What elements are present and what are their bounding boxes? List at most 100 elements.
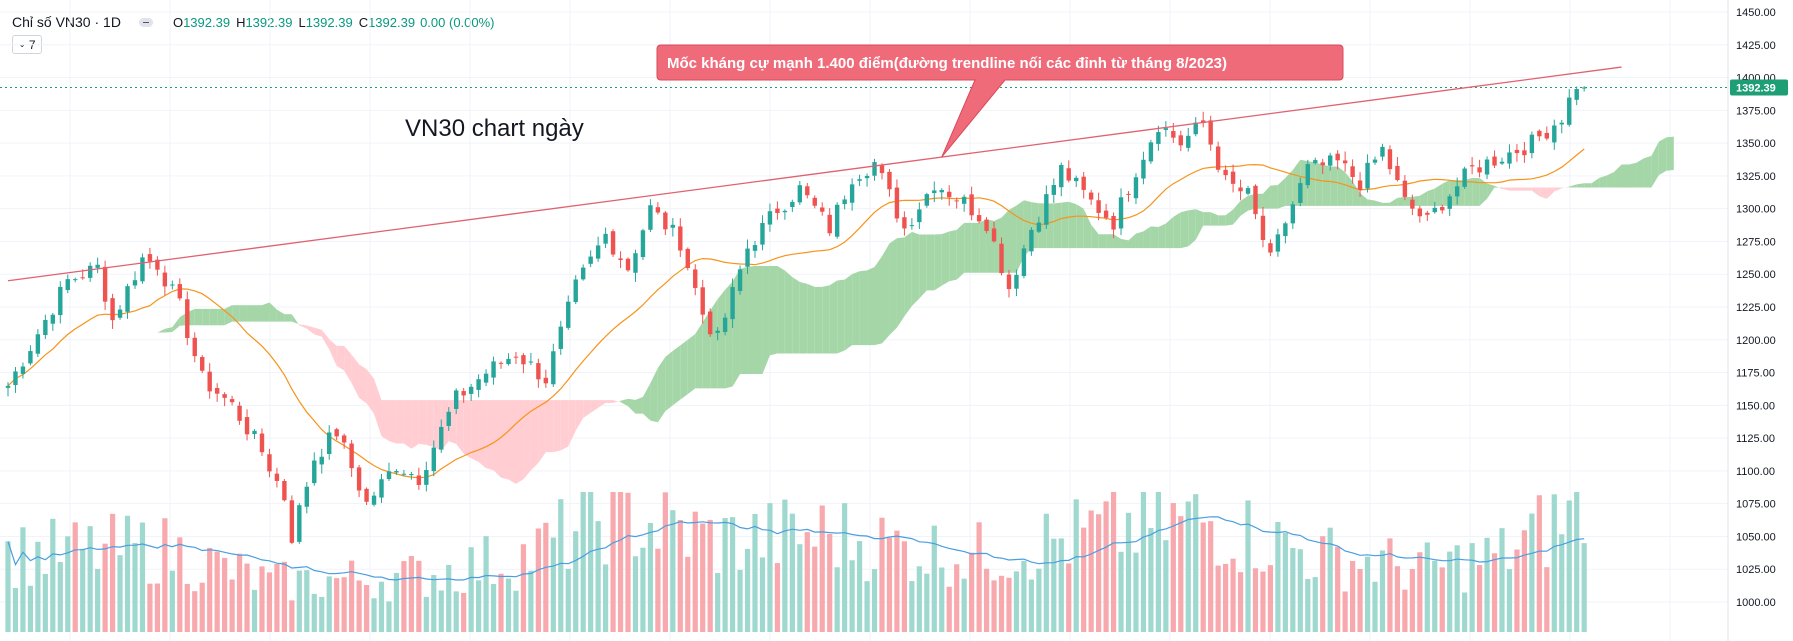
volume-bar	[505, 578, 512, 632]
open-value: 1392.39	[183, 14, 231, 30]
volume-bar	[20, 527, 26, 632]
volume-bar	[1529, 513, 1535, 632]
candle-body	[1163, 128, 1169, 130]
volume-bar	[296, 570, 302, 632]
candle-body	[274, 473, 280, 481]
candles	[5, 86, 1587, 545]
price-axis[interactable]: 1450.001425.001400.001375.001350.001325.…	[1736, 7, 1776, 609]
candle-body	[1126, 193, 1131, 195]
cloud-segment	[97, 378, 106, 386]
volume-bar	[1208, 521, 1214, 632]
candle-body	[954, 200, 959, 202]
cloud-segment	[1337, 166, 1346, 206]
cloud-segment	[1098, 234, 1107, 249]
volume-bar	[520, 544, 527, 632]
candle-body	[1133, 177, 1139, 199]
candle-body	[13, 371, 18, 386]
symbol-label[interactable]: Chỉ số VN30 · 1D	[12, 14, 121, 30]
candle-body	[737, 269, 743, 291]
volume-bar	[304, 570, 310, 632]
volume-bar	[610, 492, 616, 632]
volume-bar	[1447, 551, 1453, 632]
y-tick-label: 1100.00	[1736, 466, 1775, 478]
cloud-segment	[1277, 177, 1286, 209]
close-key: C	[358, 14, 369, 30]
candle-body	[1425, 212, 1430, 215]
cloud-segment	[1360, 193, 1368, 206]
candle-body	[1417, 208, 1423, 217]
cloud-segment	[411, 400, 419, 449]
candle-body	[1514, 149, 1520, 154]
candle-body	[917, 209, 922, 223]
volume-bar	[1544, 567, 1550, 632]
volume-bar	[1260, 571, 1266, 632]
candle-body	[1395, 165, 1400, 181]
candle-body	[267, 454, 272, 472]
candle-body	[43, 319, 48, 336]
candle-body	[1574, 89, 1579, 100]
candle-body	[334, 429, 339, 437]
candle-body	[1283, 223, 1288, 237]
volume-bar	[72, 522, 78, 632]
volume-bar	[102, 543, 108, 632]
candle-body	[73, 279, 78, 281]
volume-bar	[625, 492, 631, 632]
candle-body	[1186, 135, 1191, 148]
low-value: 1392.39	[305, 14, 353, 30]
volume-bar	[617, 492, 624, 632]
cloud-segment	[254, 305, 262, 322]
cloud-segment	[941, 231, 950, 286]
volume-bar	[207, 547, 213, 632]
candle-body	[1230, 171, 1236, 184]
cloud-segment	[134, 350, 143, 353]
volume-bar	[588, 492, 594, 632]
volume-bar	[1140, 492, 1147, 632]
candle-body	[1014, 274, 1019, 289]
cloud-segment	[1397, 196, 1405, 206]
annotation-callout[interactable]: Mốc kháng cự mạnh 1.400 điểm(đường trend…	[656, 44, 1344, 158]
cloud-segment	[964, 222, 972, 273]
volume-bar	[737, 569, 743, 632]
volume-bar	[842, 503, 848, 632]
candle-body	[65, 279, 70, 291]
volume-bar	[909, 581, 915, 632]
volume-bar	[1364, 556, 1371, 632]
volume-bar	[371, 598, 377, 632]
candle-body	[976, 215, 982, 222]
cloud-segment	[284, 314, 292, 322]
cloud-segment	[814, 286, 823, 354]
visibility-toggle-icon[interactable]	[138, 17, 153, 27]
volume-bar	[1230, 558, 1236, 632]
volume-bar	[1155, 492, 1161, 632]
candle-body	[1081, 176, 1086, 190]
volume-bar	[558, 499, 564, 632]
candle-body	[663, 212, 668, 230]
volume-bar	[1536, 495, 1542, 632]
cloud-segment	[1135, 231, 1144, 249]
candle-body	[132, 280, 138, 286]
candle-body	[633, 253, 638, 273]
volume-bar	[543, 522, 549, 632]
candle-body	[327, 432, 332, 455]
volume-bar	[1521, 530, 1528, 632]
candle-body	[1492, 156, 1497, 166]
volume-bar	[251, 589, 258, 632]
volume-bar	[1013, 571, 1020, 632]
cloud-segment	[291, 314, 300, 326]
volume-bar	[1342, 591, 1348, 632]
candle-body	[1454, 186, 1460, 197]
cloud-segment	[1262, 185, 1271, 209]
candle-body	[506, 358, 511, 365]
resistance-trendline[interactable]	[7, 66, 1622, 282]
candle-body	[1350, 166, 1355, 177]
candle-body	[1290, 204, 1296, 224]
candle-body	[5, 385, 11, 388]
volume-bar	[1006, 577, 1012, 632]
candle-body	[924, 194, 930, 206]
volume-bar	[393, 572, 400, 632]
candle-body	[834, 204, 840, 237]
volume-bar	[363, 584, 370, 632]
volume-bar	[1223, 563, 1229, 632]
volume-bar	[162, 518, 168, 632]
